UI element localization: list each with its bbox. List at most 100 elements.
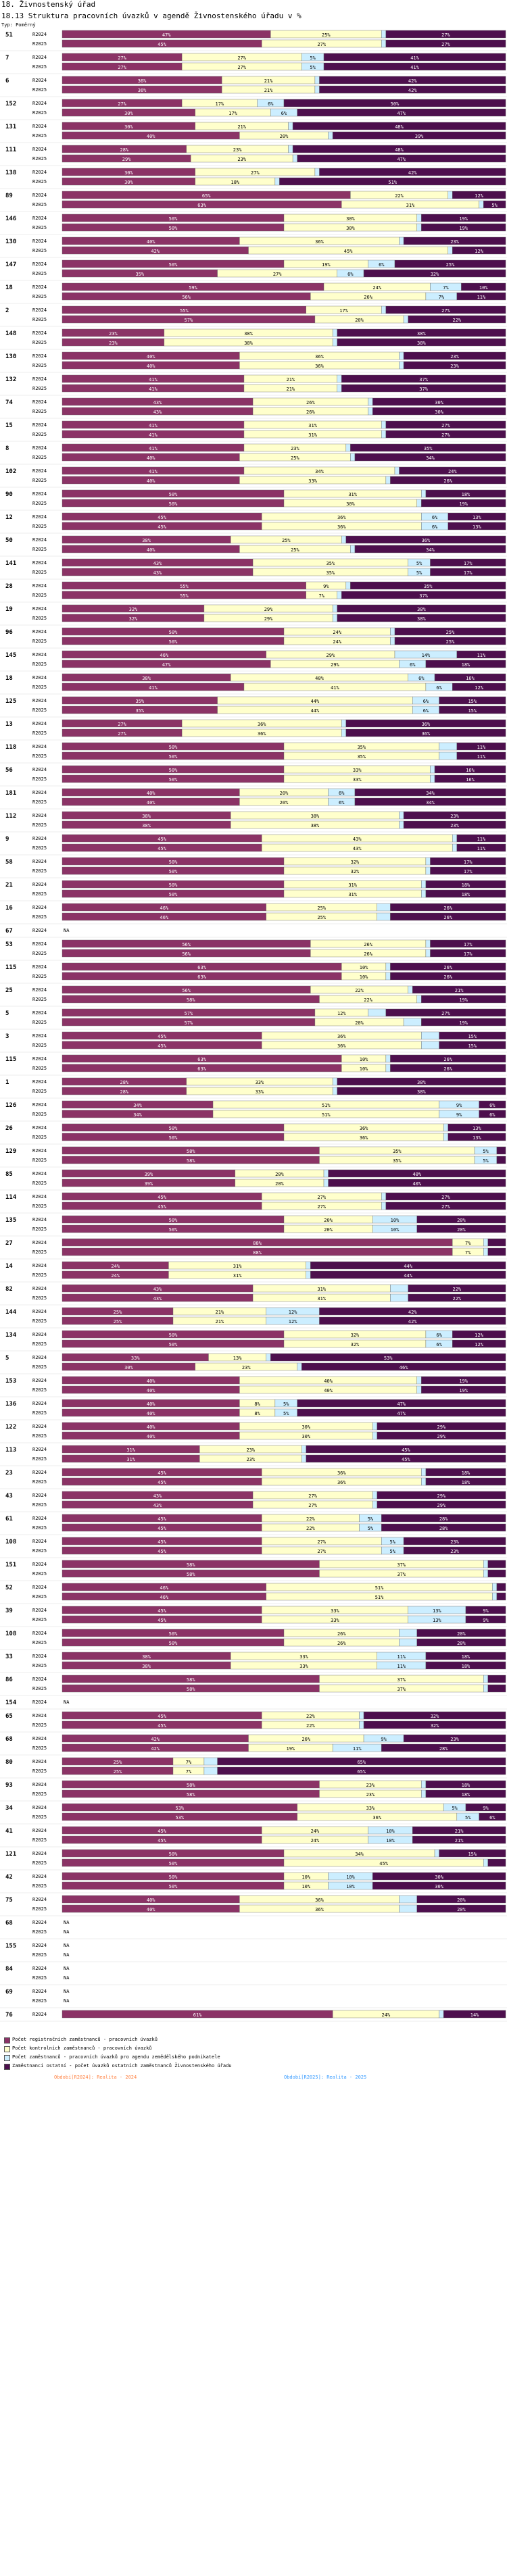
data-label: 27% [441, 32, 450, 38]
bar-segment [430, 568, 506, 576]
data-label: 5% [368, 1516, 374, 1522]
period-label: R2025 [32, 179, 47, 184]
bar-segment [345, 535, 506, 544]
period-label: R2025 [32, 1502, 47, 1508]
data-label: 40% [147, 1402, 155, 1407]
bar-segment [377, 1431, 506, 1440]
data-label: 22% [306, 1526, 315, 1531]
data-label: 6% [423, 699, 429, 704]
bar-segment [421, 995, 506, 1004]
data-label: 29% [327, 653, 335, 658]
data-label: 20% [280, 134, 289, 139]
data-label: 29% [122, 157, 131, 162]
data-label: 7% [319, 593, 325, 599]
data-label: 16% [466, 768, 475, 773]
group-label: 5 [5, 1355, 9, 1362]
data-label: 27% [441, 1195, 450, 1200]
data-label: 26% [443, 915, 452, 920]
period-label: R2025 [32, 110, 47, 116]
data-label: 11% [477, 295, 486, 300]
bar-segment [341, 728, 347, 737]
group-label: 114 [5, 1194, 17, 1201]
bar-segment [425, 1789, 506, 1798]
data-label: 17% [216, 101, 224, 107]
bar-segment [274, 177, 280, 186]
data-label: 7% [443, 285, 449, 291]
data-label: 41% [149, 387, 158, 392]
data-label: 25% [322, 32, 331, 38]
data-label: 45% [158, 1043, 166, 1049]
data-label: 37% [397, 1562, 406, 1568]
period-label: R2024 [32, 1943, 47, 1948]
group-label: 135 [5, 1217, 16, 1224]
data-label: 41% [149, 469, 158, 474]
bar-segment [385, 430, 506, 439]
bar-segment [399, 351, 404, 360]
data-label: 38% [417, 1080, 426, 1085]
data-label: 23% [450, 1539, 459, 1545]
data-label: 36% [337, 515, 346, 520]
period-label: R2024 [32, 987, 47, 993]
bar-segment [279, 177, 506, 186]
group-label: 67 [5, 928, 13, 935]
data-label: 27% [308, 1503, 317, 1508]
data-label: 58% [187, 1687, 195, 1692]
period-label: R2025 [32, 776, 47, 782]
data-label: 56% [182, 942, 191, 947]
period-label: R2024 [32, 124, 47, 129]
bar-segment [465, 1803, 506, 1812]
data-label: 30% [346, 216, 355, 222]
group-label: 141 [5, 560, 16, 567]
data-label: 27% [118, 722, 126, 727]
period-label: R2024 [32, 32, 47, 37]
data-label: 23% [246, 1457, 255, 1462]
group-label: 153 [5, 1378, 16, 1385]
period-label: R2024 [32, 1401, 47, 1406]
period-label: R2024 [32, 330, 47, 336]
bar-segment [416, 1215, 506, 1224]
group-label: 102 [5, 468, 16, 475]
period-label: R2024 [32, 964, 47, 970]
data-label: 38% [417, 607, 426, 612]
period-label: R2024 [32, 1966, 47, 1971]
group-label: 148 [5, 330, 16, 337]
bar-segment [483, 200, 506, 209]
data-label: 56% [182, 951, 191, 957]
period-label: R2024 [32, 78, 47, 83]
period-label: R2024 [32, 767, 47, 772]
period-label: R2024 [32, 55, 47, 60]
data-label: 45% [158, 1526, 166, 1531]
data-label: 10% [391, 1227, 400, 1233]
data-label: 28% [439, 1746, 448, 1752]
bar-segment [434, 774, 506, 783]
bar-segment [421, 223, 506, 232]
data-label: 10% [386, 1838, 395, 1843]
period-label: R2024 [32, 1355, 47, 1360]
bar-segment [337, 1077, 506, 1086]
data-label: 18% [462, 1480, 470, 1485]
bar-segment [465, 1606, 506, 1614]
bar-segment [399, 1638, 417, 1647]
data-label: 45% [158, 1618, 166, 1623]
group-label: 130 [5, 353, 16, 360]
bar-segment [483, 1675, 488, 1683]
bar-segment [381, 305, 387, 314]
data-label: 6% [489, 1103, 496, 1108]
period-label: R2025 [32, 1089, 47, 1094]
period-label: R2024 [32, 905, 47, 910]
data-label: 28% [120, 1080, 129, 1085]
period-label: R2025 [32, 708, 47, 713]
data-label: 25% [446, 630, 455, 635]
bar-segment [416, 1629, 506, 1637]
period-label: R2024 [32, 262, 47, 267]
period-label: R2025 [32, 570, 47, 575]
data-label: 38% [417, 1089, 426, 1095]
period-label: R2025 [32, 730, 47, 736]
data-label: 15% [468, 1852, 477, 1857]
data-label: 20% [457, 1907, 466, 1912]
bar-segment [399, 1629, 417, 1637]
period-label: R2024 [32, 859, 47, 864]
bar-segment [319, 1316, 506, 1325]
data-label: 42% [151, 1737, 160, 1742]
bar-segment [439, 696, 506, 705]
